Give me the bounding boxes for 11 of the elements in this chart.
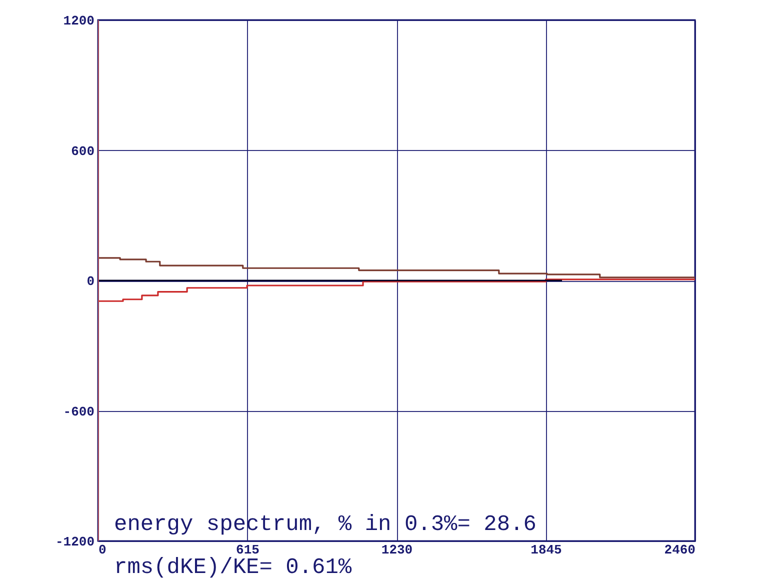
y-tick-label: 1200: [63, 14, 95, 28]
y-tick-label: -1200: [55, 534, 95, 550]
x-tick-label: 1845: [530, 542, 562, 558]
y-tick-label: 0: [86, 274, 95, 289]
y-tick-label: 600: [71, 144, 95, 159]
text: rms(dKE)/KE= 0.61%: [114, 555, 352, 580]
y-tick-label: -600: [63, 404, 95, 420]
x-tick-label: 0: [98, 542, 106, 558]
x-tick-label: 615: [236, 542, 260, 558]
x-tick-label: 2460: [664, 542, 696, 558]
x-tick-label: 1230: [381, 542, 413, 558]
